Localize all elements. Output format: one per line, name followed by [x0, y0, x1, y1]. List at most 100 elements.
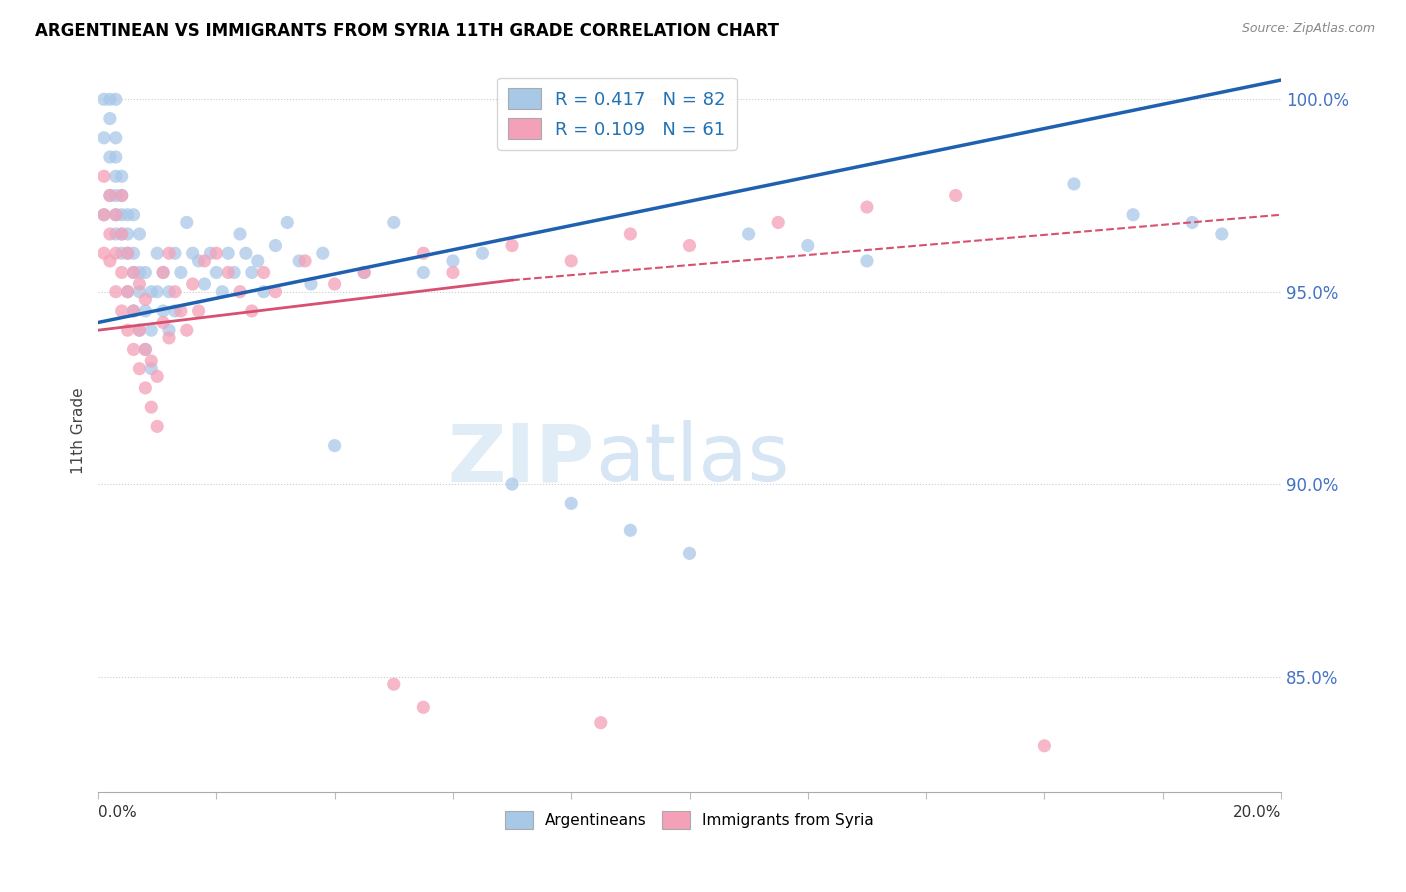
Point — [382, 215, 405, 229]
Point — [619, 523, 641, 537]
Text: 20.0%: 20.0% — [1233, 805, 1281, 820]
Point — [117, 246, 139, 260]
Point — [98, 150, 121, 164]
Point — [163, 285, 186, 299]
Point — [128, 277, 150, 291]
Point — [412, 265, 434, 279]
Point — [117, 285, 139, 299]
Point — [111, 227, 134, 241]
Point — [122, 304, 145, 318]
Point — [128, 285, 150, 299]
Point — [205, 265, 228, 279]
Point — [157, 323, 180, 337]
Point — [104, 130, 127, 145]
Point — [412, 700, 434, 714]
Point — [678, 238, 700, 252]
Point — [163, 246, 186, 260]
Point — [128, 323, 150, 337]
Point — [104, 227, 127, 241]
Point — [93, 92, 115, 106]
Point — [170, 265, 193, 279]
Point — [98, 227, 121, 241]
Point — [98, 188, 121, 202]
Point — [246, 254, 269, 268]
Point — [945, 188, 967, 202]
Point — [117, 323, 139, 337]
Text: atlas: atlas — [595, 420, 789, 498]
Point — [157, 285, 180, 299]
Point — [737, 227, 759, 241]
Point — [217, 246, 239, 260]
Point — [181, 246, 204, 260]
Point — [501, 238, 523, 252]
Point — [104, 208, 127, 222]
Point — [117, 246, 139, 260]
Point — [122, 304, 145, 318]
Point — [146, 285, 169, 299]
Point — [134, 381, 156, 395]
Point — [323, 277, 346, 291]
Point — [1211, 227, 1233, 241]
Point — [294, 254, 316, 268]
Point — [170, 304, 193, 318]
Point — [98, 188, 121, 202]
Point — [111, 304, 134, 318]
Point — [157, 246, 180, 260]
Point — [111, 246, 134, 260]
Text: Source: ZipAtlas.com: Source: ZipAtlas.com — [1241, 22, 1375, 36]
Point — [98, 112, 121, 126]
Point — [111, 188, 134, 202]
Point — [200, 246, 222, 260]
Text: ARGENTINEAN VS IMMIGRANTS FROM SYRIA 11TH GRADE CORRELATION CHART: ARGENTINEAN VS IMMIGRANTS FROM SYRIA 11T… — [35, 22, 779, 40]
Point — [134, 304, 156, 318]
Point — [323, 439, 346, 453]
Point — [93, 208, 115, 222]
Point — [111, 188, 134, 202]
Point — [128, 323, 150, 337]
Point — [152, 316, 174, 330]
Point — [146, 369, 169, 384]
Point — [187, 254, 209, 268]
Point — [253, 265, 276, 279]
Point — [229, 227, 252, 241]
Point — [678, 546, 700, 560]
Point — [104, 150, 127, 164]
Point — [441, 254, 464, 268]
Point — [353, 265, 375, 279]
Text: 0.0%: 0.0% — [98, 805, 136, 820]
Point — [128, 265, 150, 279]
Point — [312, 246, 335, 260]
Point — [98, 92, 121, 106]
Point — [104, 188, 127, 202]
Point — [276, 215, 298, 229]
Point — [93, 130, 115, 145]
Point — [117, 208, 139, 222]
Point — [181, 277, 204, 291]
Point — [264, 238, 287, 252]
Point — [93, 246, 115, 260]
Point — [152, 265, 174, 279]
Point — [122, 208, 145, 222]
Point — [134, 343, 156, 357]
Point — [134, 293, 156, 307]
Point — [187, 304, 209, 318]
Point — [412, 246, 434, 260]
Point — [193, 254, 215, 268]
Point — [766, 215, 789, 229]
Point — [141, 361, 163, 376]
Point — [1122, 208, 1144, 222]
Point — [111, 227, 134, 241]
Point — [134, 343, 156, 357]
Point — [104, 169, 127, 184]
Point — [111, 208, 134, 222]
Point — [560, 496, 582, 510]
Point — [134, 265, 156, 279]
Point — [122, 265, 145, 279]
Point — [176, 215, 198, 229]
Point — [560, 254, 582, 268]
Point — [382, 677, 405, 691]
Point — [501, 477, 523, 491]
Point — [1063, 177, 1085, 191]
Point — [141, 323, 163, 337]
Point — [299, 277, 322, 291]
